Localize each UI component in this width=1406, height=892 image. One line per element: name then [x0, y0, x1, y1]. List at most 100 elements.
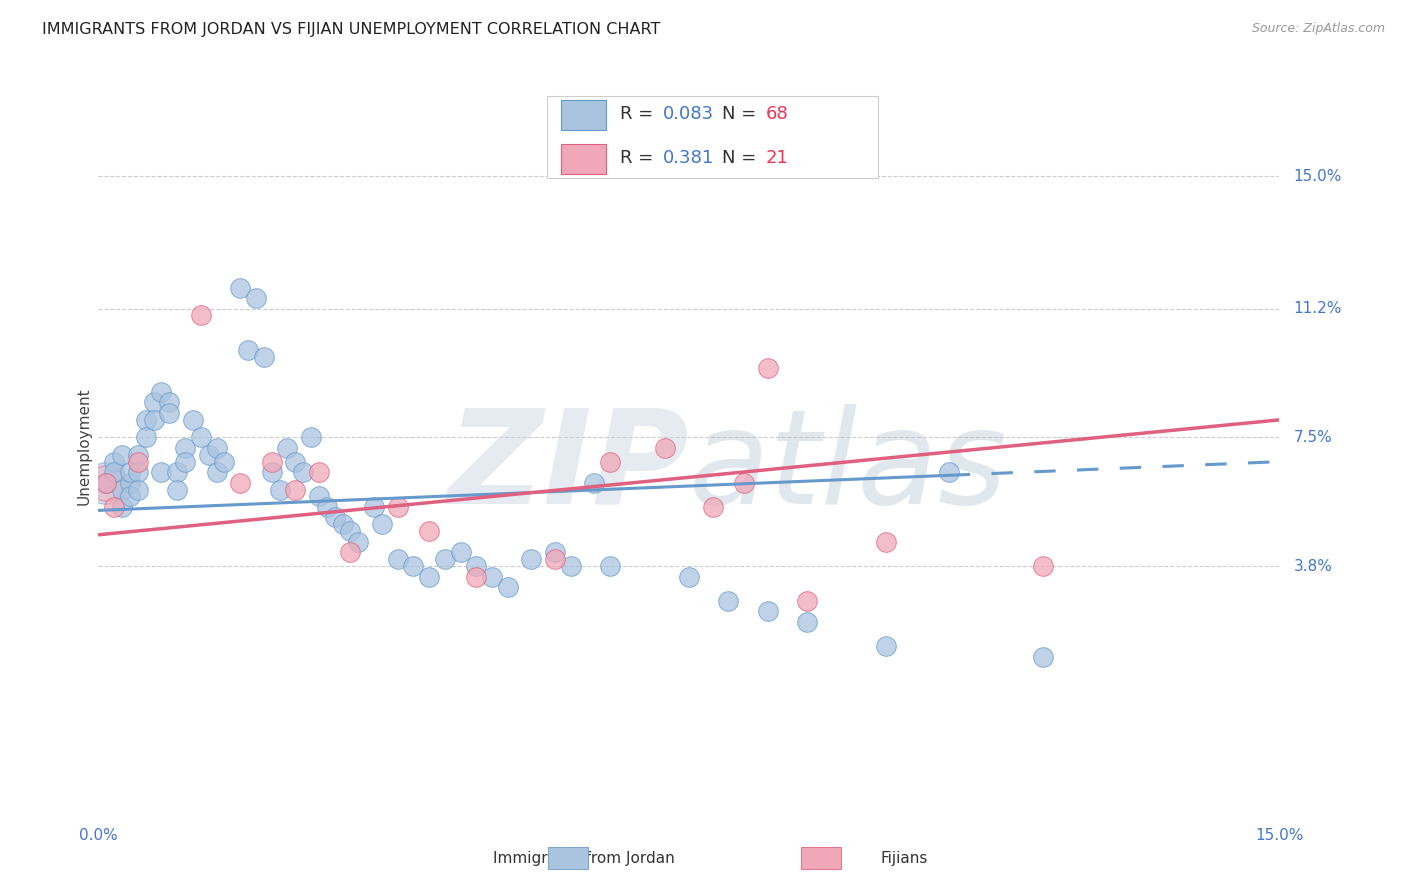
Point: [103, 455, 125, 469]
Point: [181, 413, 204, 427]
Point: [135, 413, 157, 427]
Text: N =: N =: [723, 105, 762, 123]
Point: [717, 594, 740, 608]
Point: [583, 475, 606, 490]
Point: [1032, 649, 1054, 664]
Point: [157, 406, 180, 420]
Point: [229, 280, 252, 294]
Point: [339, 545, 361, 559]
Point: [150, 465, 173, 479]
Point: [544, 545, 567, 559]
Point: [96, 475, 118, 490]
Text: atlas: atlas: [689, 404, 1008, 531]
Point: [299, 430, 322, 444]
Text: 0.083: 0.083: [664, 105, 714, 123]
Point: [756, 604, 779, 618]
Point: [142, 413, 165, 427]
Point: [339, 524, 361, 539]
Point: [236, 343, 259, 358]
Point: [733, 475, 755, 490]
Point: [363, 500, 385, 514]
Point: [253, 350, 276, 364]
Point: [465, 569, 488, 583]
Point: [174, 455, 197, 469]
Text: 11.2%: 11.2%: [1294, 301, 1341, 316]
Point: [142, 395, 165, 409]
Point: [450, 545, 472, 559]
Point: [402, 559, 425, 574]
FancyBboxPatch shape: [548, 847, 588, 869]
Point: [205, 465, 228, 479]
Point: [292, 465, 315, 479]
Point: [111, 448, 134, 462]
Point: [260, 455, 283, 469]
Point: [150, 385, 173, 400]
Point: [118, 475, 141, 490]
Point: [756, 360, 779, 375]
Point: [387, 552, 409, 566]
Point: [308, 465, 330, 479]
Text: N =: N =: [723, 150, 762, 168]
Point: [599, 455, 621, 469]
Point: [127, 483, 149, 497]
Text: Source: ZipAtlas.com: Source: ZipAtlas.com: [1251, 22, 1385, 36]
Y-axis label: Unemployment: Unemployment: [76, 387, 91, 505]
Point: [276, 441, 298, 455]
Point: [103, 500, 125, 514]
Point: [347, 534, 370, 549]
Point: [496, 580, 519, 594]
Point: [96, 475, 118, 490]
Point: [544, 552, 567, 566]
Text: 0.381: 0.381: [664, 150, 714, 168]
Point: [284, 455, 307, 469]
Point: [118, 490, 141, 504]
Point: [214, 455, 236, 469]
Point: [875, 534, 897, 549]
Point: [166, 483, 188, 497]
Text: R =: R =: [620, 105, 659, 123]
Text: Immigrants from Jordan: Immigrants from Jordan: [494, 851, 675, 865]
Point: [111, 500, 134, 514]
Text: 0.0%: 0.0%: [79, 828, 118, 843]
Text: 68: 68: [766, 105, 789, 123]
Point: [332, 517, 354, 532]
Point: [111, 483, 134, 497]
FancyBboxPatch shape: [561, 145, 606, 174]
Point: [315, 500, 337, 514]
Point: [1032, 559, 1054, 574]
Point: [702, 500, 724, 514]
Text: 15.0%: 15.0%: [1256, 828, 1303, 843]
Point: [260, 465, 283, 479]
Point: [796, 615, 818, 629]
Point: [323, 510, 346, 524]
Point: [157, 395, 180, 409]
Point: [418, 524, 440, 539]
Point: [678, 569, 700, 583]
Text: R =: R =: [620, 150, 659, 168]
Point: [190, 430, 212, 444]
Point: [205, 441, 228, 455]
Point: [118, 465, 141, 479]
Point: [245, 291, 267, 305]
Point: [481, 569, 503, 583]
Text: IMMIGRANTS FROM JORDAN VS FIJIAN UNEMPLOYMENT CORRELATION CHART: IMMIGRANTS FROM JORDAN VS FIJIAN UNEMPLO…: [42, 22, 661, 37]
Point: [127, 455, 149, 469]
Point: [308, 490, 330, 504]
Text: Fijians: Fijians: [880, 851, 928, 865]
Point: [371, 517, 394, 532]
Point: [433, 552, 456, 566]
Point: [418, 569, 440, 583]
Point: [127, 448, 149, 462]
Point: [96, 475, 118, 490]
Point: [654, 441, 676, 455]
Point: [229, 475, 252, 490]
Point: [284, 483, 307, 497]
Point: [174, 441, 197, 455]
Point: [520, 552, 543, 566]
Text: 15.0%: 15.0%: [1294, 169, 1341, 184]
Point: [190, 309, 212, 323]
FancyBboxPatch shape: [547, 96, 877, 178]
FancyBboxPatch shape: [801, 847, 841, 869]
Point: [938, 465, 960, 479]
Point: [599, 559, 621, 574]
